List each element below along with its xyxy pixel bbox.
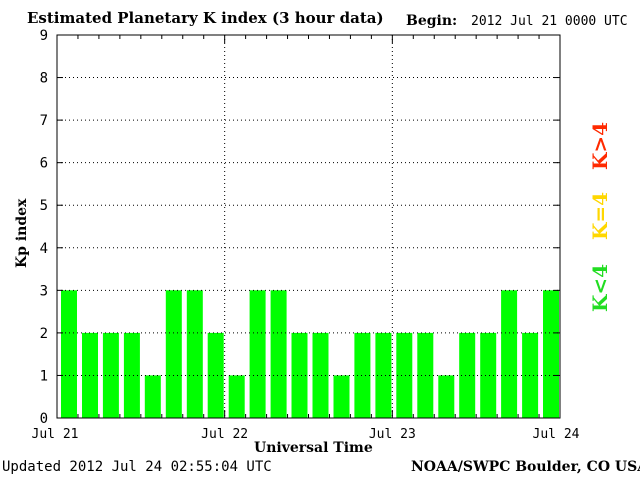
kp-bar	[459, 332, 476, 418]
x-tick-label: Jul 22	[201, 427, 248, 442]
y-tick-label: 7	[40, 113, 48, 129]
plot-frame	[56, 34, 561, 419]
kp-bar	[480, 332, 497, 418]
kp-bar	[144, 375, 161, 418]
kp-bar	[123, 332, 140, 418]
kp-bar	[375, 332, 392, 418]
kp-bar	[522, 332, 539, 418]
kp-bar	[291, 332, 308, 418]
begin-value: 2012 Jul 21 0000 UTC	[471, 14, 628, 29]
y-tick-label: 1	[40, 368, 48, 384]
kp-bar	[228, 375, 245, 418]
y-tick-label: 3	[40, 283, 48, 299]
legend-k-greater-4: K>4	[588, 121, 612, 170]
kp-bar	[354, 332, 371, 418]
y-tick-label: 9	[40, 28, 48, 44]
y-axis-label: Kp index	[14, 198, 30, 268]
kp-bar	[543, 290, 559, 418]
y-tick-label: 6	[40, 156, 48, 172]
kp-bar	[501, 290, 518, 418]
x-axis-label: Universal Time	[254, 440, 373, 456]
kp-bar	[312, 332, 329, 418]
x-tick-label: Jul 24	[533, 427, 580, 442]
y-tick-label: 0	[40, 411, 48, 427]
x-tick-label: Jul 21	[32, 427, 79, 442]
kp-bar	[438, 375, 455, 418]
chart-title: Estimated Planetary K index (3 hour data…	[27, 9, 384, 27]
updated-timestamp: Updated 2012 Jul 24 02:55:04 UTC	[2, 459, 272, 475]
kp-bar	[333, 375, 350, 418]
legend-k-equal-4: K=4	[588, 191, 612, 240]
kp-bar	[396, 332, 413, 418]
kp-bar	[270, 290, 287, 418]
x-tick-label: Jul 23	[369, 427, 416, 442]
begin-label: Begin:	[406, 13, 458, 29]
kp-bar	[249, 290, 266, 418]
kp-bar	[207, 332, 224, 418]
kp-bar	[61, 290, 77, 418]
y-tick-label: 4	[40, 241, 48, 257]
legend-k-less-4: K<4	[588, 263, 612, 312]
kp-bar	[165, 290, 182, 418]
source-credit: NOAA/SWPC Boulder, CO USA	[411, 459, 640, 475]
y-tick-label: 5	[40, 198, 48, 214]
y-tick-label: 2	[40, 326, 48, 342]
kp-bar	[186, 290, 203, 418]
y-tick-label: 8	[40, 71, 48, 87]
kp-bar	[102, 332, 119, 418]
